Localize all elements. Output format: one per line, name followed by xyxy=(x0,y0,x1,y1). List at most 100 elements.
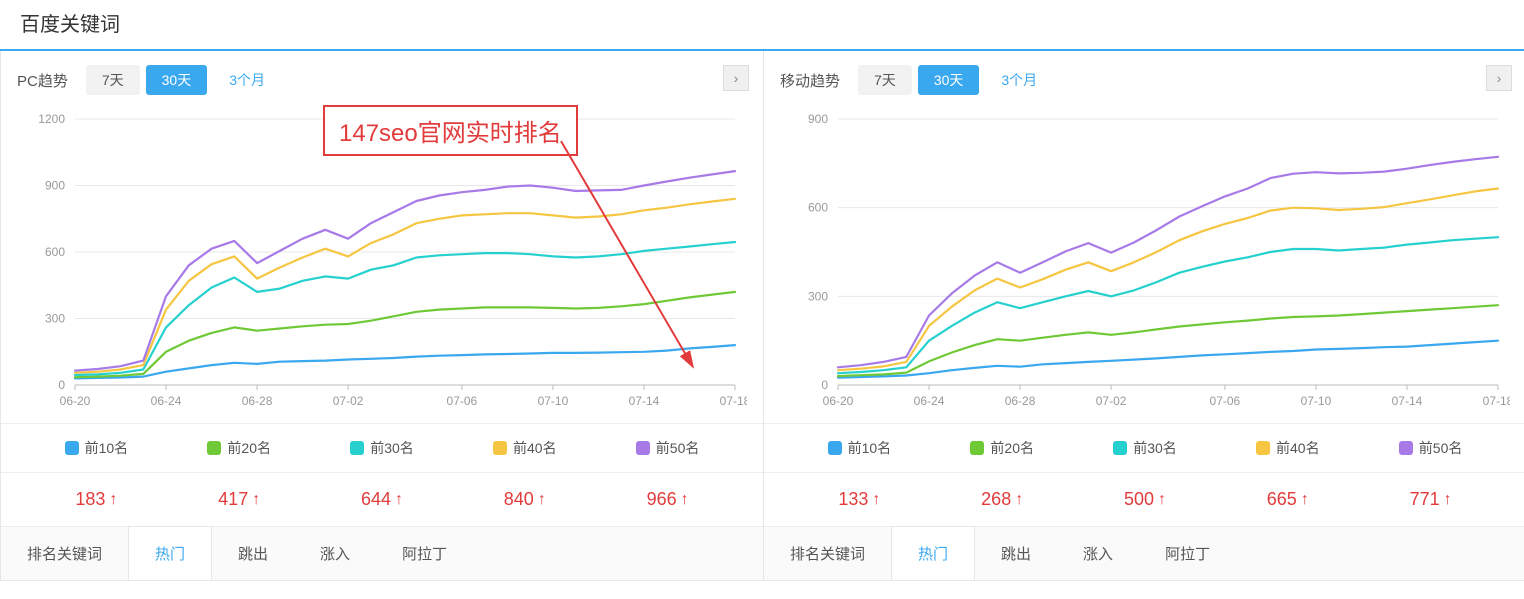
svg-text:07-14: 07-14 xyxy=(629,394,660,408)
range-7d-m[interactable]: 7天 xyxy=(858,65,912,95)
panel-pc: PC趋势 7天 30天 3个月 › 0300600900120006-2006-… xyxy=(0,51,764,581)
chart-mobile: 030060090006-2006-2406-2807-0207-0607-10… xyxy=(780,105,1510,415)
legend-swatch-icon xyxy=(970,441,984,455)
stat-number: 417 xyxy=(218,489,248,510)
page-title: 百度关键词 xyxy=(0,0,1524,51)
stat-number: 644 xyxy=(361,489,391,510)
legend-label: 前30名 xyxy=(370,438,414,458)
svg-text:06-20: 06-20 xyxy=(60,394,91,408)
arrow-up-icon: ↑ xyxy=(109,491,117,509)
legend-label: 前30名 xyxy=(1133,438,1177,458)
bottom-tab[interactable]: 排名关键词 xyxy=(764,527,891,580)
svg-text:900: 900 xyxy=(808,112,828,126)
next-button-mobile[interactable]: › xyxy=(1486,65,1512,91)
stat-number: 966 xyxy=(647,489,677,510)
legend-item[interactable]: 前50名 xyxy=(636,438,700,458)
arrow-up-icon: ↑ xyxy=(681,491,689,509)
stat-value: 500↑ xyxy=(1124,489,1166,510)
range-3m-m[interactable]: 3个月 xyxy=(985,65,1053,95)
range-30d-m[interactable]: 30天 xyxy=(918,65,980,95)
stat-number: 665 xyxy=(1267,489,1297,510)
stat-value: 268↑ xyxy=(981,489,1023,510)
chevron-right-icon: › xyxy=(734,70,739,86)
legend-item[interactable]: 前50名 xyxy=(1399,438,1463,458)
legend-label: 前50名 xyxy=(656,438,700,458)
legend-swatch-icon xyxy=(1399,441,1413,455)
svg-text:600: 600 xyxy=(808,201,828,215)
bottom-tab[interactable]: 涨入 xyxy=(1057,527,1139,580)
chart-pc: 0300600900120006-2006-2406-2807-0207-060… xyxy=(17,105,747,415)
svg-text:06-28: 06-28 xyxy=(242,394,273,408)
range-tabs-mobile: 7天 30天 3个月 xyxy=(858,65,1059,95)
range-3m[interactable]: 3个月 xyxy=(213,65,281,95)
legend-label: 前50名 xyxy=(1419,438,1463,458)
chart-pc-wrap: 0300600900120006-2006-2406-2807-0207-060… xyxy=(1,105,763,423)
legend-swatch-icon xyxy=(493,441,507,455)
legend-item[interactable]: 前20名 xyxy=(970,438,1034,458)
arrow-up-icon: ↑ xyxy=(1158,491,1166,509)
legend-label: 前20名 xyxy=(227,438,271,458)
legend-swatch-icon xyxy=(350,441,364,455)
svg-text:07-10: 07-10 xyxy=(1301,394,1332,408)
bottom-tab[interactable]: 阿拉丁 xyxy=(376,527,473,580)
svg-text:06-24: 06-24 xyxy=(914,394,945,408)
svg-text:07-06: 07-06 xyxy=(447,394,478,408)
stat-number: 500 xyxy=(1124,489,1154,510)
arrow-up-icon: ↑ xyxy=(872,491,880,509)
legend-label: 前10名 xyxy=(85,438,129,458)
legend-item[interactable]: 前40名 xyxy=(1256,438,1320,458)
svg-text:06-20: 06-20 xyxy=(823,394,854,408)
arrow-up-icon: ↑ xyxy=(252,491,260,509)
arrow-up-icon: ↑ xyxy=(1301,491,1309,509)
range-7d[interactable]: 7天 xyxy=(86,65,140,95)
stat-value: 417↑ xyxy=(218,489,260,510)
legend-item[interactable]: 前10名 xyxy=(65,438,129,458)
bottom-tab[interactable]: 跳出 xyxy=(975,527,1057,580)
svg-text:07-02: 07-02 xyxy=(333,394,364,408)
svg-text:0: 0 xyxy=(821,378,828,392)
range-30d[interactable]: 30天 xyxy=(146,65,208,95)
stat-value: 183↑ xyxy=(75,489,117,510)
svg-text:0: 0 xyxy=(58,378,65,392)
arrow-up-icon: ↑ xyxy=(1444,491,1452,509)
legend-swatch-icon xyxy=(207,441,221,455)
legend-swatch-icon xyxy=(1113,441,1127,455)
bottom-tab[interactable]: 跳出 xyxy=(212,527,294,580)
stat-value: 665↑ xyxy=(1267,489,1309,510)
stat-number: 268 xyxy=(981,489,1011,510)
legend-swatch-icon xyxy=(636,441,650,455)
svg-text:300: 300 xyxy=(45,312,65,326)
svg-text:06-24: 06-24 xyxy=(151,394,182,408)
stat-number: 771 xyxy=(1410,489,1440,510)
bottom-tab[interactable]: 涨入 xyxy=(294,527,376,580)
panel-mobile: 移动趋势 7天 30天 3个月 › 030060090006-2006-2406… xyxy=(764,51,1524,581)
svg-text:600: 600 xyxy=(45,245,65,259)
stat-value: 133↑ xyxy=(838,489,880,510)
legend-item[interactable]: 前30名 xyxy=(1113,438,1177,458)
legend-item[interactable]: 前10名 xyxy=(828,438,892,458)
stat-number: 183 xyxy=(75,489,105,510)
legend-item[interactable]: 前20名 xyxy=(207,438,271,458)
bottom-tab[interactable]: 热门 xyxy=(891,526,975,580)
bottom-tabs-pc: 排名关键词热门跳出涨入阿拉丁 xyxy=(1,526,763,580)
bottom-tab[interactable]: 热门 xyxy=(128,526,212,580)
legend-swatch-icon xyxy=(65,441,79,455)
bottom-tab[interactable]: 阿拉丁 xyxy=(1139,527,1236,580)
next-button-pc[interactable]: › xyxy=(723,65,749,91)
legend-item[interactable]: 前40名 xyxy=(493,438,557,458)
svg-text:07-06: 07-06 xyxy=(1210,394,1241,408)
stat-value: 840↑ xyxy=(504,489,546,510)
svg-text:06-28: 06-28 xyxy=(1005,394,1036,408)
svg-text:07-10: 07-10 xyxy=(538,394,569,408)
stat-value: 644↑ xyxy=(361,489,403,510)
svg-text:07-18: 07-18 xyxy=(1483,394,1510,408)
stats-mobile: 133↑268↑500↑665↑771↑ xyxy=(764,472,1524,526)
legend-pc: 前10名 前20名 前30名 前40名 前50名 xyxy=(1,423,763,472)
stat-value: 771↑ xyxy=(1410,489,1452,510)
arrow-up-icon: ↑ xyxy=(538,491,546,509)
bottom-tab[interactable]: 排名关键词 xyxy=(1,527,128,580)
legend-swatch-icon xyxy=(828,441,842,455)
legend-item[interactable]: 前30名 xyxy=(350,438,414,458)
panel-mobile-name: 移动趋势 xyxy=(780,70,840,91)
legend-swatch-icon xyxy=(1256,441,1270,455)
